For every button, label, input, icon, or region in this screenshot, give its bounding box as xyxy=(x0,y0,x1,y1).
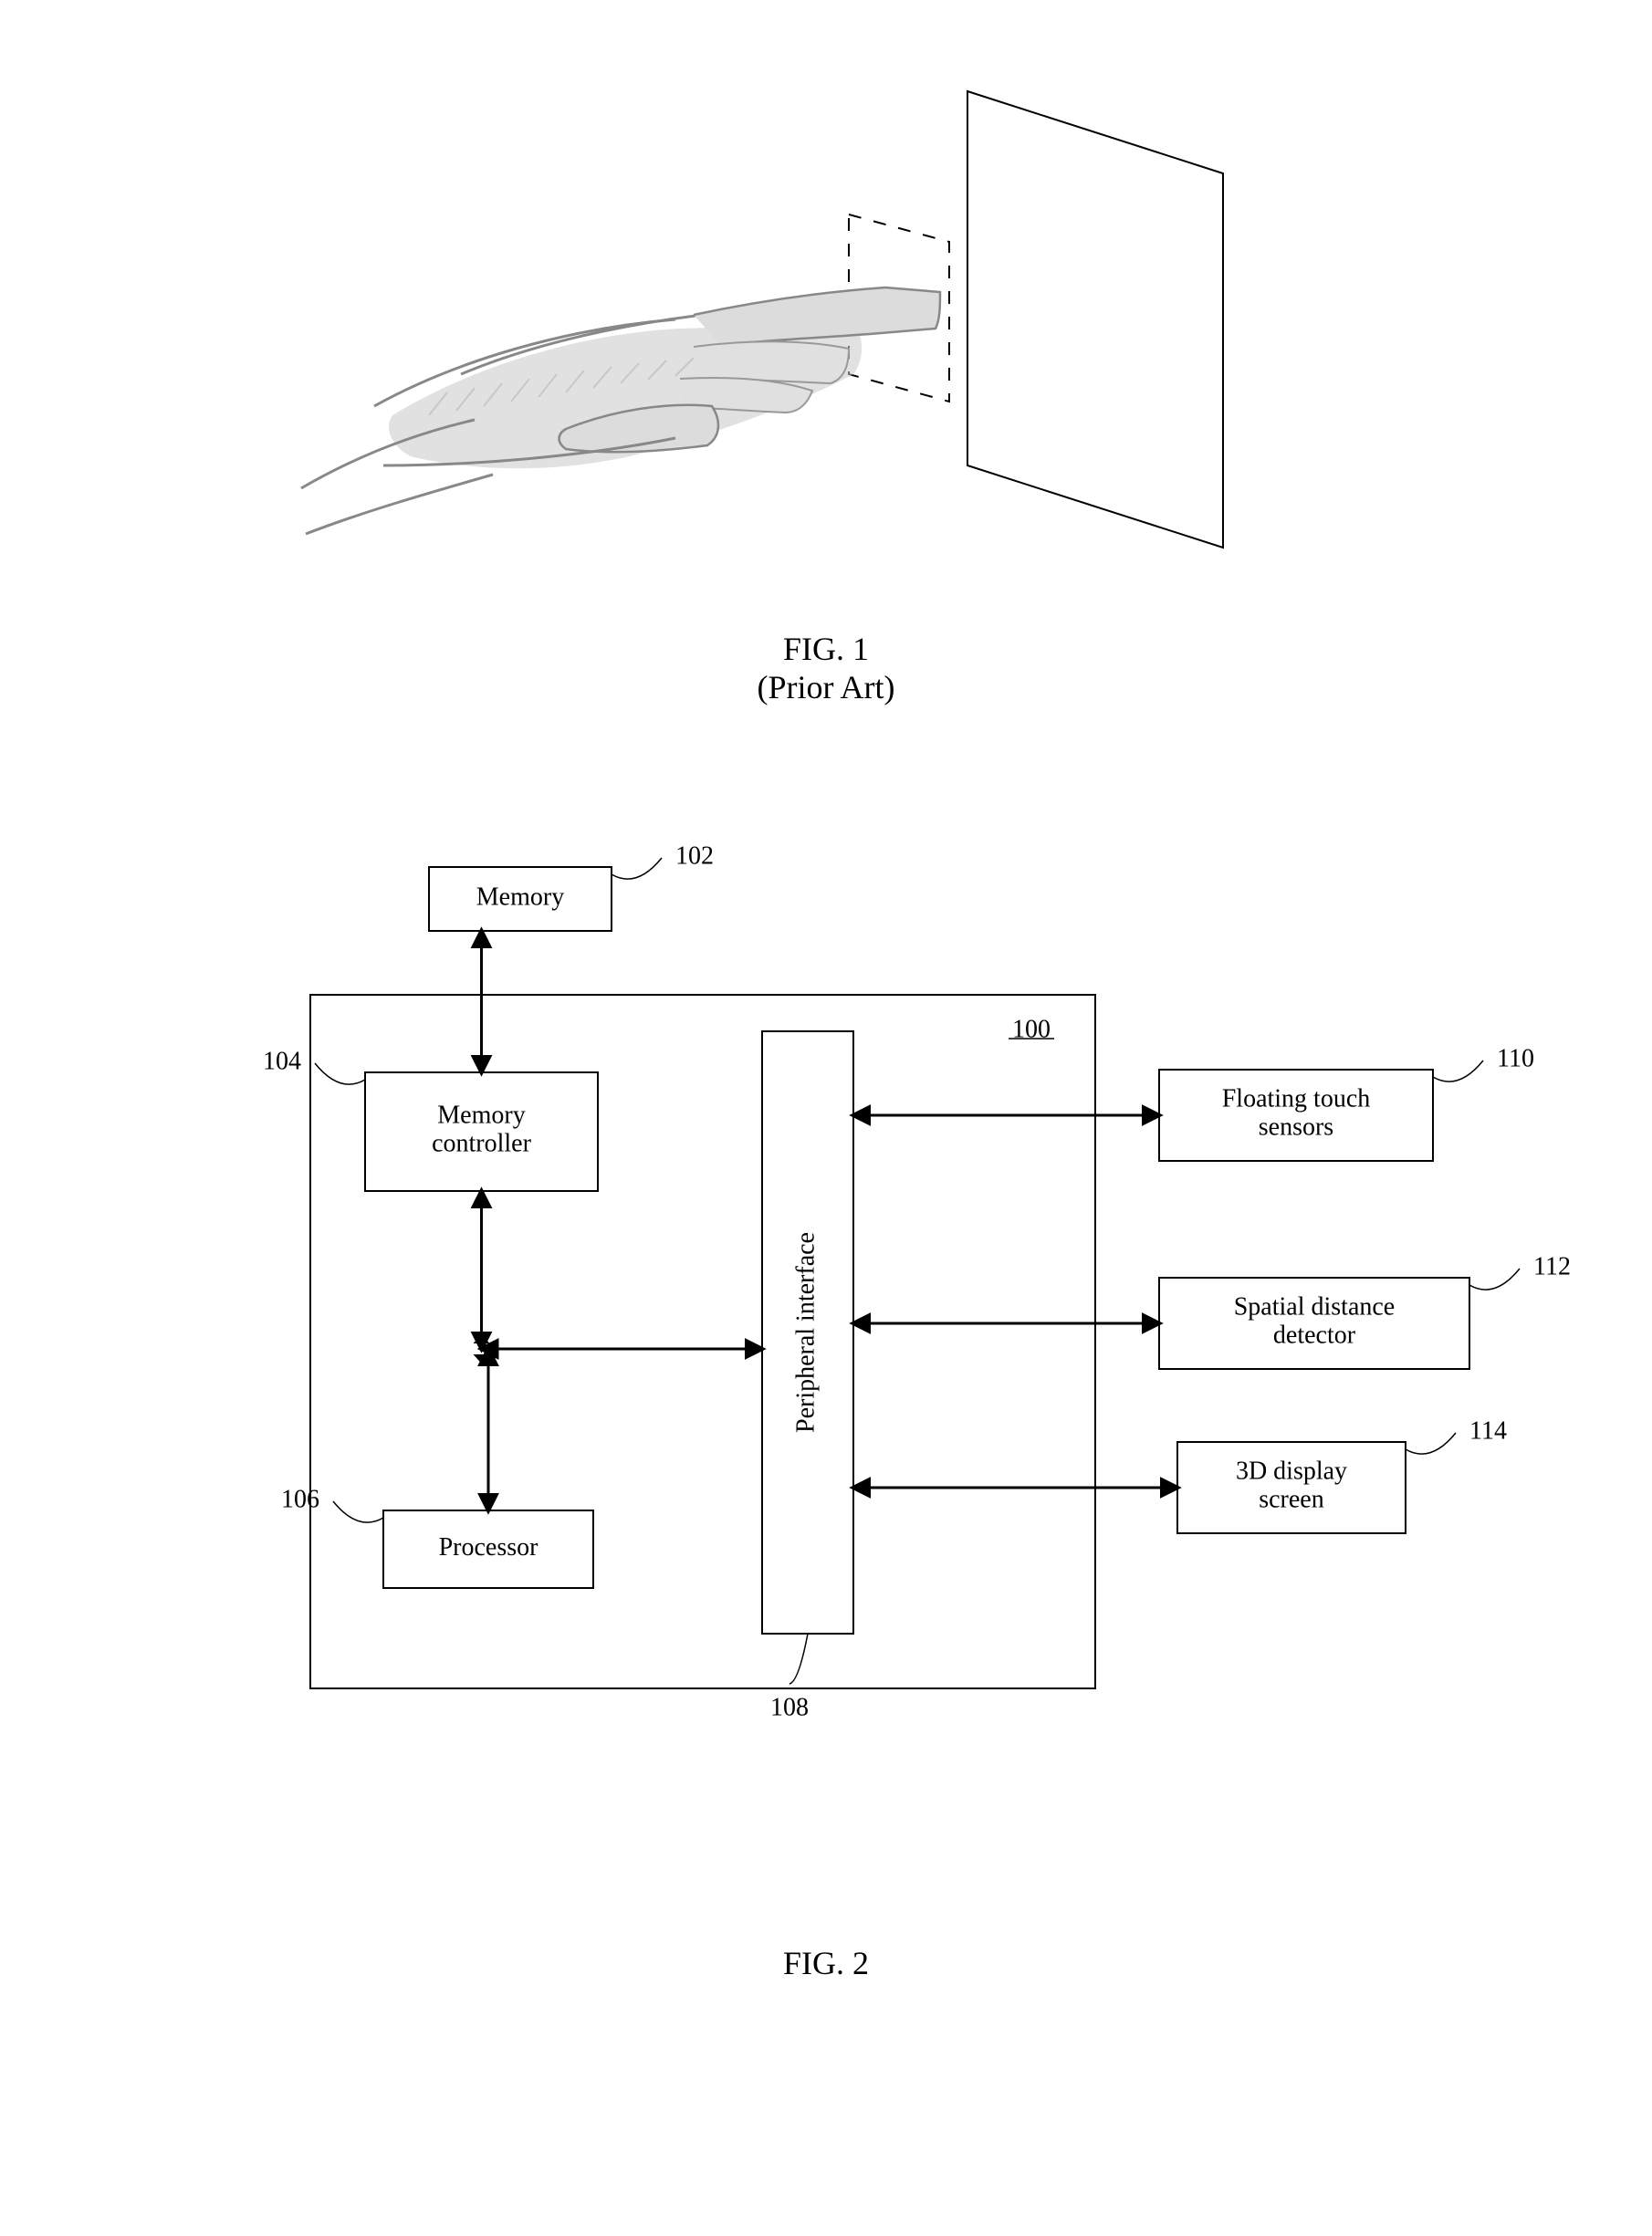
svg-text:100: 100 xyxy=(1012,1015,1051,1043)
svg-text:Memorycontroller: Memorycontroller xyxy=(432,1102,532,1158)
fig2-caption: FIG. 2 xyxy=(0,1944,1652,1982)
fig1-display-panel xyxy=(967,91,1223,548)
svg-text:104: 104 xyxy=(263,1047,301,1075)
figure-2-svg: 100 Memory 102 Memorycontroller 104 Processor… xyxy=(0,803,1652,1990)
fig1-caption-line2: (Prior Art) xyxy=(0,668,1652,706)
fig1-caption-line1: FIG. 1 xyxy=(0,630,1652,668)
svg-text:102: 102 xyxy=(675,841,714,870)
fig1-hand xyxy=(301,287,940,534)
page: FIG. 1 (Prior Art) 100 Memory 102 Memorycon… xyxy=(0,0,1652,2236)
svg-text:Memory: Memory xyxy=(476,883,564,911)
svg-text:108: 108 xyxy=(770,1693,809,1721)
svg-text:Processor: Processor xyxy=(439,1533,539,1562)
svg-text:Peripheral interface: Peripheral interface xyxy=(791,1232,820,1433)
fig2-caption-text: FIG. 2 xyxy=(0,1944,1652,1982)
svg-text:106: 106 xyxy=(281,1485,319,1513)
svg-text:114: 114 xyxy=(1469,1416,1507,1445)
svg-text:112: 112 xyxy=(1533,1252,1571,1280)
svg-text:110: 110 xyxy=(1497,1044,1534,1072)
fig1-caption: FIG. 1 (Prior Art) xyxy=(0,630,1652,706)
